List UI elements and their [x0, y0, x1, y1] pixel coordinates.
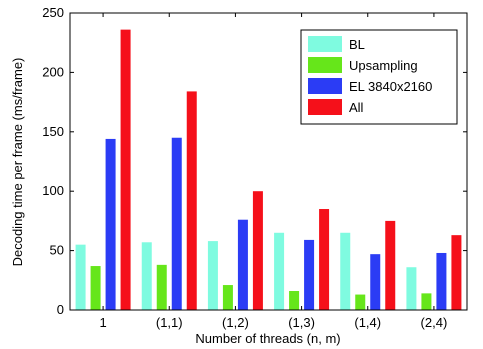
- y-tick-label: 50: [50, 243, 64, 258]
- bar-upsampling-1: [156, 264, 167, 310]
- bar-upsampling-4: [355, 294, 366, 310]
- bar-upsampling-3: [289, 290, 300, 310]
- y-tick-label: 250: [42, 5, 64, 20]
- y-axis-title: Decoding time per frame (ms/frame): [10, 58, 25, 267]
- y-tick-label: 100: [42, 183, 64, 198]
- x-axis: 1 (1,1) (1,2) (1,3) (1,4) (2,4): [99, 13, 447, 330]
- bar-all-3: [319, 209, 330, 310]
- bar-upsampling-0: [90, 266, 101, 310]
- bar-bl-3: [274, 232, 285, 310]
- bar-all-1: [186, 91, 197, 311]
- legend: BL Upsampling EL 3840x2160 All: [300, 29, 458, 125]
- x-tick-label: (2,4): [421, 315, 448, 330]
- x-axis-title: Number of threads (n, m): [195, 331, 340, 346]
- legend-label: All: [349, 100, 364, 115]
- y-tick-label: 200: [42, 64, 64, 79]
- bar-bl-1: [141, 242, 152, 310]
- legend-label: BL: [349, 37, 365, 52]
- y-tick-label: 0: [57, 302, 64, 317]
- bars-group: [75, 29, 462, 311]
- x-tick-label: (1,2): [222, 315, 249, 330]
- bar-upsampling-5: [421, 293, 432, 310]
- legend-swatch-bl: [308, 36, 342, 52]
- y-axis: 0 50 100 150 200 250: [42, 5, 467, 317]
- bar-bl-5: [406, 267, 417, 310]
- bar-all-2: [252, 191, 263, 310]
- legend-swatch-el-3840x2160: [308, 78, 342, 94]
- legend-swatch-upsampling: [308, 57, 342, 73]
- bar-bl-0: [75, 244, 86, 310]
- legend-label: EL 3840x2160: [349, 79, 432, 94]
- x-tick-label: (1,1): [156, 315, 183, 330]
- y-tick-label: 150: [42, 124, 64, 139]
- bar-el-3840x2160-1: [171, 137, 182, 310]
- bar-all-0: [120, 29, 131, 311]
- x-tick-label: 1: [99, 315, 106, 330]
- bar-bl-2: [207, 241, 218, 310]
- bar-all-4: [385, 220, 396, 310]
- bar-all-5: [451, 235, 462, 310]
- x-tick-label: (1,4): [354, 315, 381, 330]
- bar-bl-4: [340, 232, 351, 310]
- legend-swatch-all: [308, 99, 342, 115]
- bar-el-3840x2160-2: [237, 219, 248, 310]
- bar-el-3840x2160-5: [436, 252, 447, 310]
- legend-label: Upsampling: [349, 58, 418, 73]
- bar-el-3840x2160-4: [370, 254, 381, 310]
- plot-frame: [69, 12, 468, 311]
- bar-upsampling-2: [222, 285, 233, 310]
- x-tick-label: (1,3): [288, 315, 315, 330]
- bar-el-3840x2160-3: [304, 239, 315, 310]
- bar-el-3840x2160-0: [105, 138, 116, 310]
